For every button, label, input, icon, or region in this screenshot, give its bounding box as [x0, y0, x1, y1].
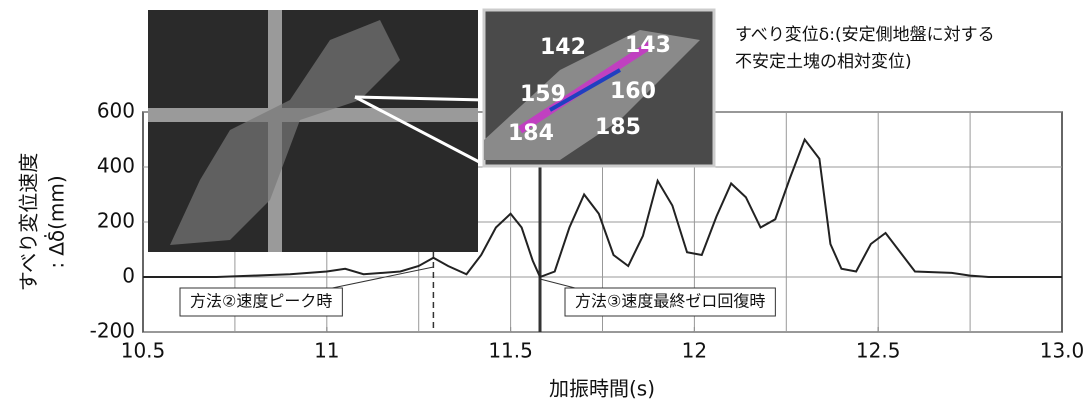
x-axis-label: 加振時間(s) [549, 377, 655, 401]
y-axis-label: : ∆δ̇(mm) [44, 175, 69, 268]
inset-label: 185 [595, 115, 641, 140]
data-line [143, 137, 1062, 279]
inset-label: 160 [610, 79, 656, 104]
inset-label: 184 [508, 121, 554, 146]
x-tick-label: 10.5 [121, 339, 166, 363]
inset-label: 159 [520, 82, 566, 107]
marker-label: 方法②速度ピーク時 [190, 292, 332, 311]
marker-box [564, 287, 776, 317]
zoom-line [354, 95, 486, 167]
marker-arrow [539, 278, 576, 289]
y-tick-label: -200 [90, 319, 135, 343]
y-tick-label: 0 [122, 264, 135, 288]
annotation: すべり変位δ:(安定側地盤に対する [735, 25, 995, 45]
marker-box [179, 287, 343, 317]
y-tick-label: 400 [97, 154, 135, 178]
x-tick-label: 12 [682, 339, 707, 363]
y-tick-label: 600 [97, 99, 135, 123]
x-tick-label: 13.0 [1040, 339, 1085, 363]
y-axis-label: すべり変位速度 [17, 153, 41, 292]
zoom-inset [482, 8, 716, 168]
y-tick-label: 200 [97, 209, 135, 233]
x-tick-label: 12.5 [856, 339, 901, 363]
x-tick-label: 11 [314, 339, 339, 363]
photo-inset [148, 10, 478, 252]
annotation: 不安定土塊の相対変位) [735, 52, 912, 72]
marker-arrow [332, 266, 434, 289]
inset-label: 142 [540, 35, 586, 60]
inset-label: 143 [625, 33, 671, 58]
x-tick-label: 11.5 [488, 339, 533, 363]
marker-label: 方法③速度最終ゼロ回復時 [575, 292, 765, 311]
zoom-line [354, 95, 486, 102]
